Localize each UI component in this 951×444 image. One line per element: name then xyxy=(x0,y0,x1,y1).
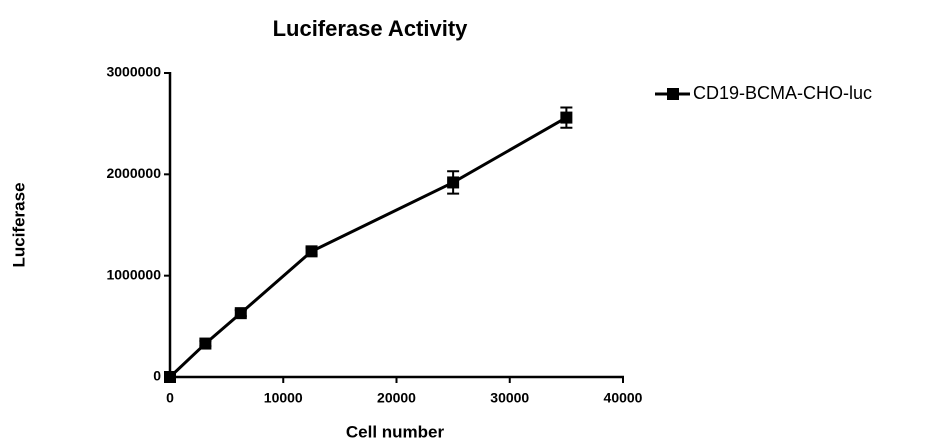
data-point xyxy=(305,245,318,258)
data-point xyxy=(164,371,176,383)
y-axis-label: Luciferase xyxy=(9,182,28,267)
data-point xyxy=(447,176,460,189)
x-tick-label: 10000 xyxy=(264,390,303,406)
x-tick-label: 20000 xyxy=(377,390,416,406)
y-tick-label: 2000000 xyxy=(106,165,161,181)
x-tick-label: 0 xyxy=(166,390,174,406)
y-tick-label: 1000000 xyxy=(106,266,161,282)
data-point xyxy=(560,111,573,124)
y-tick-label: 3000000 xyxy=(106,64,161,80)
legend-marker xyxy=(667,88,679,100)
x-tick-label: 30000 xyxy=(490,390,529,406)
legend-label: CD19-BCMA-CHO-luc xyxy=(693,83,872,103)
y-tick-label: 0 xyxy=(153,368,161,384)
x-tick-label: 40000 xyxy=(604,390,643,406)
data-line xyxy=(168,116,568,379)
data-point xyxy=(234,307,247,320)
chart-title: Luciferase Activity xyxy=(273,16,469,41)
x-axis-label: Cell number xyxy=(346,422,445,441)
data-point xyxy=(199,337,212,350)
